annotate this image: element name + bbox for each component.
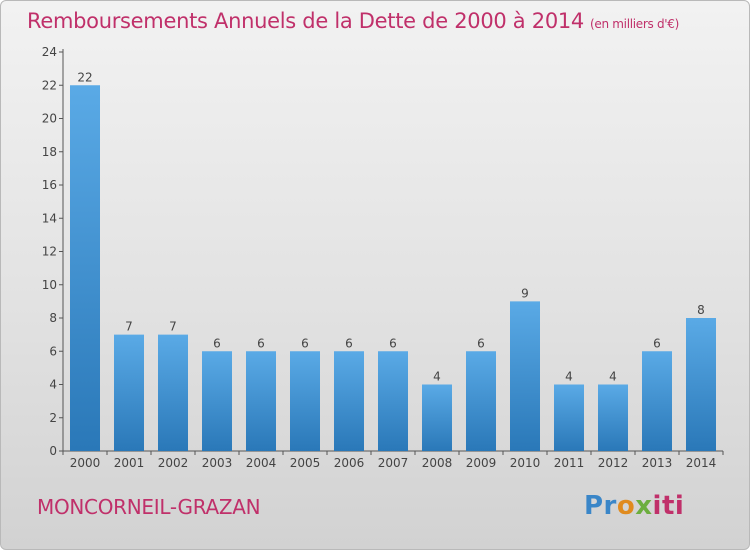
x-tick-label: 2013 <box>642 456 673 470</box>
y-tick-label: 4 <box>49 378 57 392</box>
bar <box>202 351 232 451</box>
x-tick-label: 2008 <box>422 456 453 470</box>
x-tick-label: 2005 <box>290 456 321 470</box>
x-tick-label: 2010 <box>510 456 541 470</box>
x-tick-label: 2011 <box>554 456 585 470</box>
bar <box>114 334 144 451</box>
x-tick-label: 2014 <box>686 456 717 470</box>
bar <box>158 334 188 451</box>
logo-part-3: x <box>635 491 653 521</box>
x-tick-label: 2012 <box>598 456 629 470</box>
x-tick-label: 2001 <box>114 456 145 470</box>
x-tick-label: 2006 <box>334 456 365 470</box>
bar-value-label: 6 <box>345 336 353 350</box>
bar-value-label: 22 <box>77 70 92 84</box>
bar-value-label: 6 <box>257 336 265 350</box>
x-tick-label: 2009 <box>466 456 497 470</box>
chart-bars <box>70 85 716 451</box>
x-tick-label: 2007 <box>378 456 409 470</box>
bar <box>290 351 320 451</box>
bar <box>422 384 452 451</box>
bar-value-label: 6 <box>477 336 485 350</box>
y-tick-label: 8 <box>49 311 57 325</box>
x-tick-label: 2002 <box>158 456 189 470</box>
chart-labels: 22 2000 7 2001 7 2002 6 2003 6 2004 6 2005 6 2006 6 200… <box>70 70 717 470</box>
bar <box>378 351 408 451</box>
proxiti-logo: Proxiti <box>584 491 684 521</box>
bar-value-label: 4 <box>433 370 441 384</box>
chart-title-text: Remboursements Annuels de la Dette de 20… <box>27 9 584 33</box>
bar-value-label: 7 <box>125 320 133 334</box>
bar <box>510 301 540 451</box>
bar <box>246 351 276 451</box>
y-tick-label: 12 <box>42 245 57 259</box>
bar-value-label: 6 <box>301 336 309 350</box>
bar <box>334 351 364 451</box>
y-tick-label: 24 <box>42 45 57 59</box>
x-tick-label: 2000 <box>70 456 101 470</box>
commune-name: MONCORNEIL-GRAZAN <box>37 495 261 519</box>
logo-part-2: o <box>616 491 636 521</box>
bar-value-label: 9 <box>521 286 529 300</box>
bar <box>686 318 716 451</box>
y-tick-label: 10 <box>42 278 57 292</box>
bar-value-label: 4 <box>565 370 573 384</box>
bar-value-label: 7 <box>169 320 177 334</box>
bar-value-label: 6 <box>653 336 661 350</box>
y-tick-label: 2 <box>49 411 57 425</box>
bar <box>70 85 100 451</box>
y-tick-label: 0 <box>49 444 57 458</box>
bar-value-label: 6 <box>213 336 221 350</box>
y-tick-label: 16 <box>42 178 57 192</box>
x-tick-label: 2003 <box>202 456 233 470</box>
chart-subtitle: (en milliers d'€) <box>590 17 680 31</box>
bar <box>598 384 628 451</box>
bar <box>642 351 672 451</box>
bar <box>466 351 496 451</box>
logo-part-4: iti <box>652 491 685 521</box>
y-tick-label: 18 <box>42 145 57 159</box>
chart-title: Remboursements Annuels de la Dette de 20… <box>27 9 679 33</box>
bar-value-label: 6 <box>389 336 397 350</box>
x-tick-label: 2004 <box>246 456 277 470</box>
y-tick-label: 14 <box>42 211 57 225</box>
y-tick-label: 6 <box>49 344 57 358</box>
y-tick-label: 22 <box>42 78 57 92</box>
bar <box>554 384 584 451</box>
y-tick-label: 20 <box>42 112 57 126</box>
bar-value-label: 4 <box>609 370 617 384</box>
bar-value-label: 8 <box>697 303 705 317</box>
logo-part-1: Pr <box>584 491 617 521</box>
